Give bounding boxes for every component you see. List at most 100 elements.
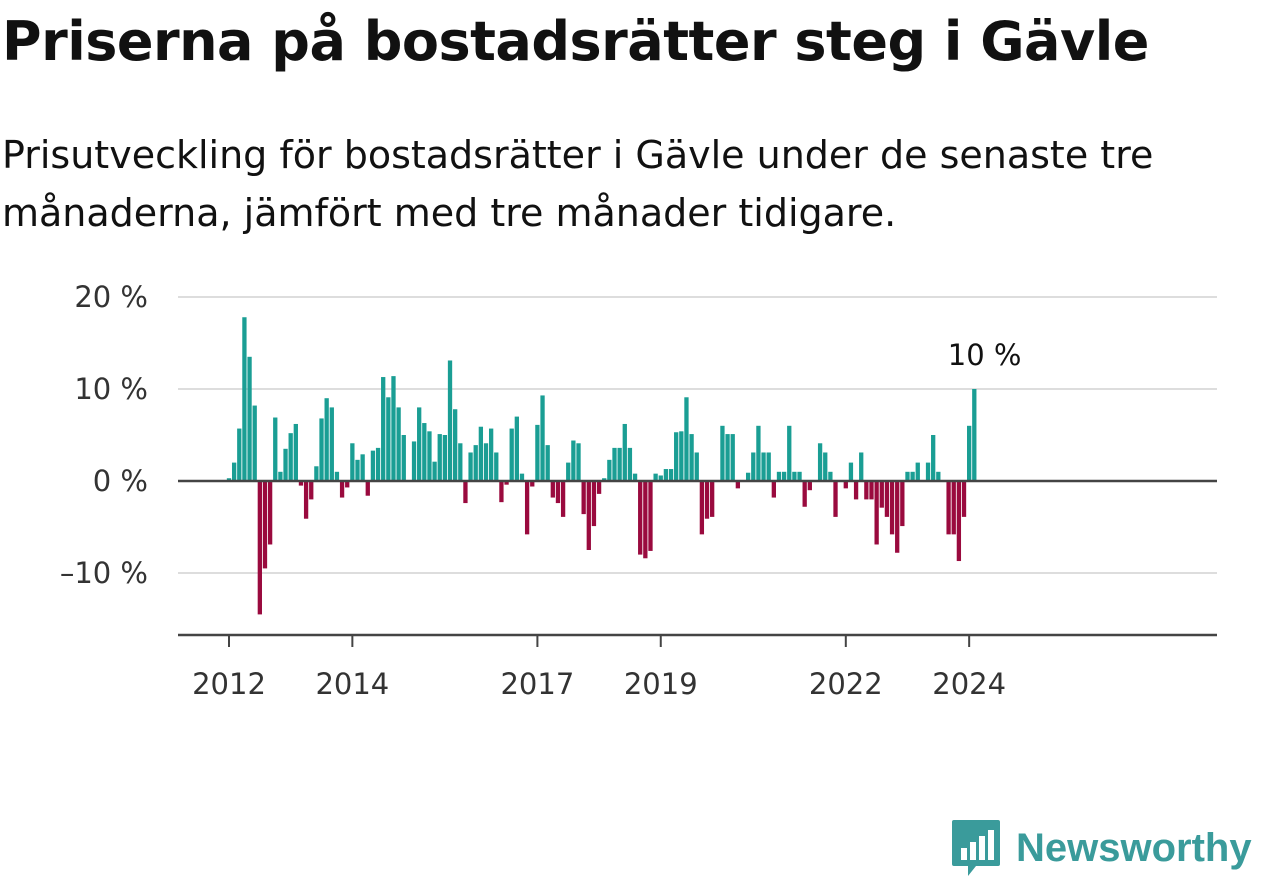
bar (905, 471, 910, 481)
bar (519, 473, 525, 481)
bar (350, 443, 355, 481)
bar (463, 481, 468, 504)
bar (781, 471, 787, 481)
bar (422, 423, 427, 481)
bar (694, 452, 699, 481)
y-tick-label: 0 % (93, 464, 148, 498)
bar (370, 450, 376, 481)
bar (823, 452, 828, 481)
bar (658, 475, 663, 481)
bar (298, 481, 304, 486)
x-tick-label: 2024 (932, 667, 1006, 701)
bar (391, 376, 396, 481)
bar (488, 428, 494, 481)
bar (931, 435, 936, 481)
bar (859, 452, 864, 481)
bar (653, 473, 658, 481)
bar (961, 481, 967, 517)
bar (946, 481, 951, 535)
bar (874, 481, 879, 545)
bar (458, 443, 463, 481)
bar-chart: 20 % 10 % 0 % –10 % 2012 2014 2017 2019 2022 2024… (60, 280, 1217, 701)
bar (751, 452, 756, 481)
bar (802, 481, 807, 507)
bar (807, 481, 812, 491)
bar (535, 424, 540, 481)
bar (596, 481, 602, 494)
bar (576, 443, 581, 481)
bar (267, 481, 273, 545)
bar (756, 425, 761, 481)
bar (766, 452, 771, 481)
bar (571, 440, 576, 481)
bar (684, 397, 689, 481)
bar (504, 481, 509, 485)
bar (478, 426, 484, 481)
bar (432, 461, 437, 481)
bar (283, 448, 288, 481)
bar (499, 481, 504, 503)
gridlines (178, 296, 1217, 574)
bar (365, 481, 370, 496)
bar (540, 395, 545, 481)
bar (581, 481, 586, 515)
bar (602, 478, 607, 481)
bar (884, 481, 890, 517)
bar (817, 443, 823, 481)
x-tick-label: 2014 (315, 667, 389, 701)
bar (396, 407, 401, 481)
bar (468, 452, 473, 481)
bar (771, 481, 776, 498)
x-tick-label: 2017 (500, 667, 574, 701)
bar (787, 425, 792, 481)
bar (375, 447, 381, 481)
bar (386, 397, 391, 481)
bar (329, 407, 334, 481)
bar (324, 398, 329, 481)
bar (668, 469, 674, 481)
x-tick-label: 2012 (192, 667, 266, 701)
bar (273, 417, 278, 481)
chart-title: Priserna på bostadsrätter steg i Gävle (2, 10, 1149, 73)
bar (674, 432, 679, 481)
bar (951, 481, 956, 535)
bar (617, 447, 622, 481)
bar (247, 356, 252, 481)
brand-name: Newsworthy (1016, 825, 1252, 870)
bar (761, 452, 766, 481)
bar (925, 462, 931, 481)
bar (514, 416, 519, 481)
bar (843, 481, 848, 489)
bar (473, 445, 478, 481)
bar (226, 478, 232, 481)
bar (879, 481, 884, 508)
bar (792, 471, 797, 481)
bar (967, 425, 972, 481)
bar (288, 433, 293, 481)
bar (828, 471, 833, 481)
bar (889, 481, 895, 535)
bar (530, 481, 535, 487)
y-tick-label: 20 % (74, 280, 148, 314)
bar (643, 481, 648, 559)
bar (632, 473, 638, 481)
brand-logo: Newsworthy (950, 818, 1252, 878)
y-tick-label: –10 % (60, 556, 148, 590)
x-tick-label: 2022 (809, 667, 883, 701)
bar (524, 481, 530, 535)
bar (237, 428, 242, 481)
bar (560, 481, 566, 517)
bar (725, 434, 730, 481)
newsworthy-logo-icon (952, 820, 1000, 876)
bar (710, 481, 715, 517)
tick-labels: 20 % 10 % 0 % –10 % 2012 2014 2017 2019 2022 2024… (60, 280, 1022, 701)
bar (648, 481, 653, 551)
bar (895, 481, 900, 553)
bar (453, 409, 458, 481)
bar (339, 481, 345, 498)
bar (864, 481, 869, 500)
bar (956, 481, 962, 562)
bar (550, 481, 555, 498)
latest-value-label: 10 % (948, 338, 1022, 372)
bar (494, 452, 499, 481)
